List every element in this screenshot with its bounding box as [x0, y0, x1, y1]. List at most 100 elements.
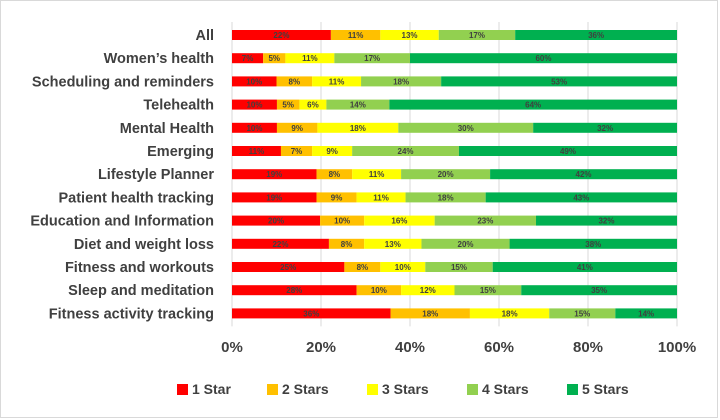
category-label: Education and Information	[30, 214, 214, 230]
data-label: 13%	[402, 31, 418, 40]
bar-segment	[364, 215, 435, 226]
bar-segment	[438, 30, 516, 40]
bars	[232, 30, 677, 319]
bar-segment	[312, 76, 362, 87]
bar-segment	[492, 262, 677, 272]
data-label: 9%	[291, 124, 303, 133]
bar-segment	[232, 285, 357, 296]
legend-label: 2 Stars	[282, 381, 329, 397]
bar-segment	[320, 215, 365, 226]
data-label: 20%	[458, 240, 474, 249]
bar-segment	[263, 53, 286, 64]
data-label: 11%	[329, 77, 345, 86]
x-tick-label: 40%	[395, 339, 425, 356]
data-label: 8%	[289, 77, 301, 86]
data-label: 24%	[398, 147, 414, 156]
bar-segment	[521, 285, 677, 296]
data-label: 20%	[438, 170, 454, 179]
bar-segment	[454, 285, 522, 296]
bar-segment	[615, 308, 677, 319]
bar-segment	[232, 30, 331, 40]
bar-segment	[316, 192, 357, 203]
data-label: 22%	[272, 240, 288, 249]
bar-segment	[285, 53, 335, 64]
bar-segment	[380, 30, 439, 40]
data-label: 13%	[385, 240, 401, 249]
data-label: 49%	[560, 147, 576, 156]
bar-segment	[232, 215, 321, 226]
data-label: 22%	[273, 31, 289, 40]
data-label: 8%	[329, 170, 341, 179]
bar-segment	[334, 53, 410, 64]
bar-segment	[232, 99, 277, 110]
category-label: Sleep and meditation	[68, 283, 214, 299]
data-label: 10%	[246, 124, 262, 133]
data-label: 9%	[326, 147, 338, 156]
bar-segment	[441, 76, 677, 87]
bar-segment	[398, 122, 534, 133]
category-label: Emerging	[147, 144, 214, 160]
category-label: Mental Health	[120, 121, 214, 137]
data-label: 20%	[268, 217, 284, 226]
x-tick-label: 20%	[306, 339, 336, 356]
bar-segment	[276, 76, 313, 87]
legend-label: 5 Stars	[582, 381, 629, 397]
data-label: 15%	[574, 309, 590, 318]
bar-segment	[276, 99, 300, 110]
bar-segment	[232, 192, 317, 203]
category-label: Women’s health	[104, 51, 214, 67]
bar-segment	[509, 238, 677, 249]
data-label: 6%	[307, 101, 319, 110]
bar-segment	[232, 238, 329, 249]
data-label: 9%	[331, 193, 343, 202]
data-label: 19%	[266, 193, 282, 202]
data-label: 35%	[591, 286, 607, 295]
data-label: 10%	[334, 217, 350, 226]
bar-segment	[410, 53, 677, 64]
data-label: 5%	[282, 101, 294, 110]
bar-segment	[352, 146, 459, 156]
data-label: 12%	[420, 286, 436, 295]
data-label: 43%	[573, 193, 589, 202]
data-label: 15%	[451, 263, 467, 272]
data-label: 19%	[266, 170, 282, 179]
data-label: 18%	[393, 77, 409, 86]
data-label: 7%	[291, 147, 303, 156]
data-label: 60%	[535, 54, 551, 63]
data-label: 41%	[577, 263, 593, 272]
data-label: 10%	[246, 77, 262, 86]
bar-segment	[316, 169, 353, 180]
data-label: 36%	[588, 31, 604, 40]
data-label: 5%	[268, 54, 280, 63]
bar-segment	[490, 169, 677, 180]
data-label: 32%	[597, 124, 613, 133]
category-label: Diet and weight loss	[74, 237, 214, 253]
bar-segment	[276, 122, 318, 133]
data-label: 28%	[286, 286, 302, 295]
legend-label: 3 Stars	[382, 381, 429, 397]
bar-segment	[380, 262, 426, 272]
bar-segment	[533, 122, 677, 133]
data-label: 23%	[477, 217, 493, 226]
bar-segment	[344, 262, 381, 272]
bar-segment	[232, 76, 277, 87]
data-label: 11%	[249, 147, 265, 156]
category-label: Telehealth	[143, 98, 214, 114]
bar-segment	[434, 215, 537, 226]
data-label: 11%	[348, 31, 364, 40]
bar-segment	[364, 238, 422, 249]
data-label: 18%	[502, 309, 518, 318]
bar-segment	[401, 285, 455, 296]
category-label: Fitness and workouts	[65, 260, 214, 276]
legend-swatch	[267, 384, 278, 395]
data-label: 18%	[350, 124, 366, 133]
data-label: 42%	[576, 170, 592, 179]
data-label: 7%	[242, 54, 254, 63]
bar-segment	[515, 30, 677, 40]
x-tick-label: 100%	[658, 339, 696, 356]
data-label: 14%	[638, 309, 654, 318]
data-label: 32%	[598, 217, 614, 226]
data-label: 11%	[373, 193, 389, 202]
bar-segment	[485, 192, 677, 203]
legend-swatch	[567, 384, 578, 395]
